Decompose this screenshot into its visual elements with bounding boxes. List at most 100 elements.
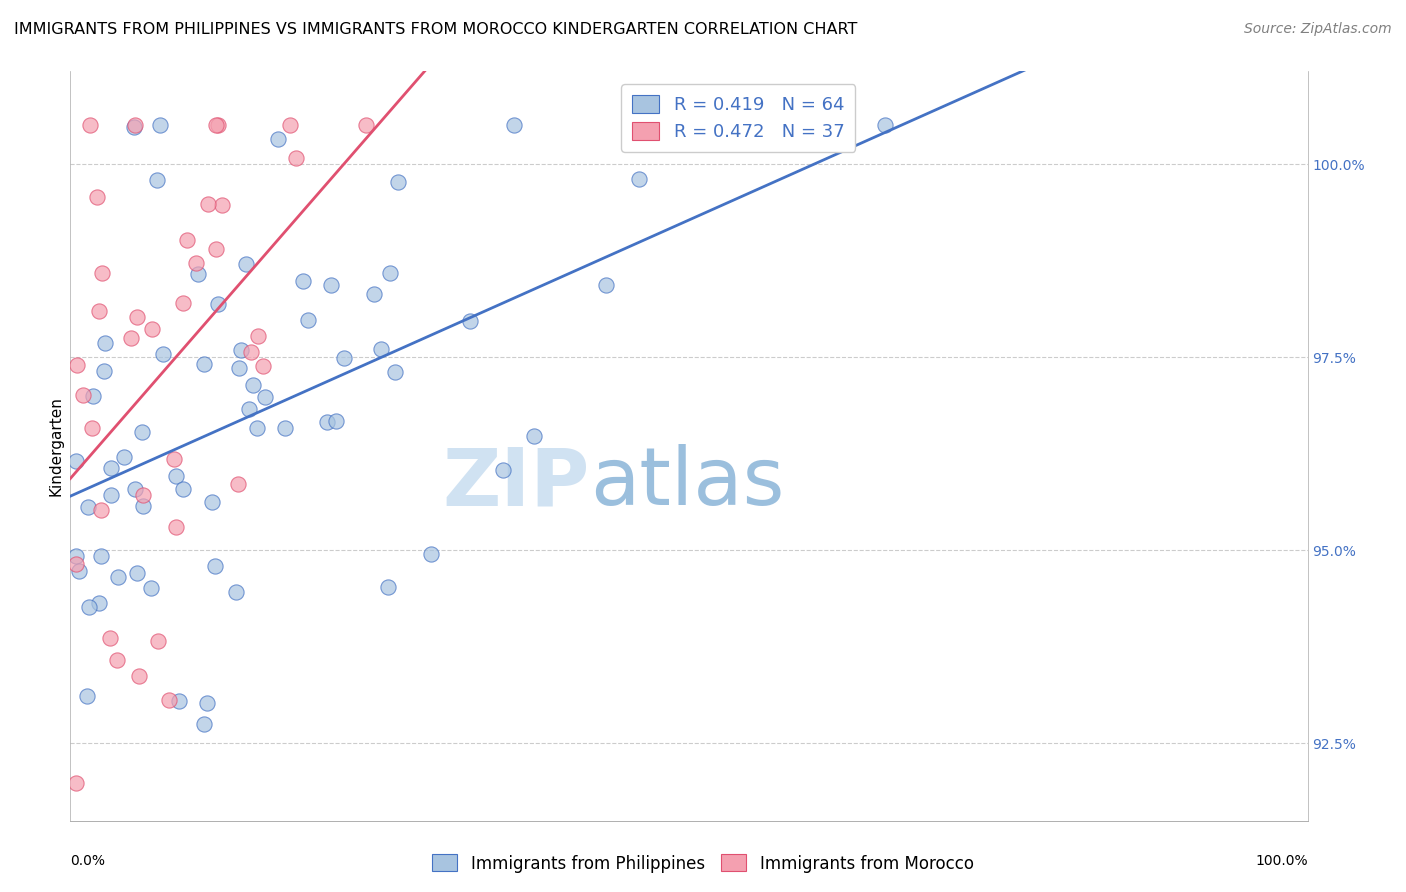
Point bbox=[76, 689, 98, 703]
Point bbox=[172, 482, 194, 496]
Point bbox=[225, 584, 247, 599]
Point bbox=[107, 570, 129, 584]
Point bbox=[205, 242, 228, 256]
Point bbox=[132, 499, 155, 513]
Point bbox=[146, 173, 169, 187]
Point bbox=[252, 359, 274, 374]
Point bbox=[207, 297, 229, 311]
Point bbox=[172, 295, 194, 310]
Point bbox=[66, 358, 89, 372]
Point bbox=[207, 119, 229, 133]
Point bbox=[195, 696, 218, 710]
Point bbox=[139, 582, 162, 596]
Point bbox=[82, 389, 104, 403]
Point bbox=[149, 119, 172, 133]
Text: Source: ZipAtlas.com: Source: ZipAtlas.com bbox=[1244, 22, 1392, 37]
Point bbox=[187, 267, 209, 281]
Point bbox=[193, 717, 215, 731]
Point bbox=[112, 450, 135, 464]
Point bbox=[90, 503, 112, 517]
Legend: R = 0.419   N = 64, R = 0.472   N = 37: R = 0.419 N = 64, R = 0.472 N = 37 bbox=[621, 84, 855, 152]
Point bbox=[125, 566, 148, 581]
Text: atlas: atlas bbox=[591, 444, 785, 523]
Point bbox=[875, 119, 897, 133]
Point bbox=[197, 197, 219, 211]
Point bbox=[211, 198, 233, 212]
Point bbox=[86, 190, 108, 204]
Point bbox=[72, 388, 94, 402]
Point bbox=[121, 331, 143, 345]
Point bbox=[315, 415, 337, 429]
Point bbox=[387, 175, 409, 189]
Point bbox=[458, 314, 481, 328]
Point bbox=[65, 558, 87, 572]
Point bbox=[226, 476, 249, 491]
Point bbox=[157, 693, 180, 707]
Point bbox=[193, 357, 215, 371]
Point bbox=[146, 633, 169, 648]
Point bbox=[98, 631, 121, 645]
Point bbox=[246, 420, 269, 434]
Point bbox=[127, 310, 149, 324]
Point bbox=[65, 454, 87, 468]
Point bbox=[628, 171, 651, 186]
Point bbox=[67, 564, 90, 578]
Point bbox=[242, 378, 264, 392]
Point bbox=[228, 361, 250, 376]
Point bbox=[503, 119, 526, 133]
Point bbox=[523, 429, 546, 443]
Text: IMMIGRANTS FROM PHILIPPINES VS IMMIGRANTS FROM MOROCCO KINDERGARTEN CORRELATION : IMMIGRANTS FROM PHILIPPINES VS IMMIGRANT… bbox=[14, 22, 858, 37]
Point bbox=[93, 335, 115, 350]
Point bbox=[291, 274, 314, 288]
Point bbox=[274, 421, 297, 435]
Point bbox=[247, 328, 270, 343]
Point bbox=[492, 463, 515, 477]
Point bbox=[165, 468, 187, 483]
Point bbox=[370, 343, 392, 357]
Legend: Immigrants from Philippines, Immigrants from Morocco: Immigrants from Philippines, Immigrants … bbox=[426, 847, 980, 880]
Point bbox=[131, 488, 153, 502]
Point bbox=[204, 558, 226, 573]
Point bbox=[77, 500, 100, 514]
Point bbox=[87, 596, 110, 610]
Text: ZIP: ZIP bbox=[443, 444, 591, 523]
Text: 100.0%: 100.0% bbox=[1256, 855, 1308, 868]
Point bbox=[152, 347, 174, 361]
Point bbox=[90, 266, 112, 280]
Point bbox=[238, 402, 260, 417]
Point bbox=[325, 414, 347, 428]
Point bbox=[100, 460, 122, 475]
Point bbox=[356, 119, 378, 133]
Point bbox=[184, 256, 207, 270]
Point bbox=[90, 549, 112, 563]
Point bbox=[141, 321, 163, 335]
Point bbox=[128, 668, 150, 682]
Point bbox=[205, 119, 228, 133]
Point bbox=[80, 420, 103, 434]
Y-axis label: Kindergarten: Kindergarten bbox=[48, 396, 63, 496]
Point bbox=[378, 266, 401, 280]
Point bbox=[131, 425, 153, 439]
Point bbox=[124, 483, 146, 497]
Point bbox=[124, 119, 146, 133]
Point bbox=[89, 303, 111, 318]
Point bbox=[124, 120, 146, 134]
Point bbox=[420, 547, 443, 561]
Point bbox=[201, 495, 224, 509]
Point bbox=[166, 520, 188, 534]
Point bbox=[163, 451, 186, 466]
Point bbox=[100, 488, 122, 502]
Point bbox=[235, 257, 257, 271]
Text: 0.0%: 0.0% bbox=[70, 855, 105, 868]
Point bbox=[384, 365, 406, 379]
Point bbox=[167, 694, 190, 708]
Point bbox=[93, 364, 115, 378]
Point bbox=[319, 277, 342, 292]
Point bbox=[65, 549, 87, 563]
Point bbox=[229, 343, 252, 358]
Point bbox=[363, 286, 385, 301]
Point bbox=[285, 152, 308, 166]
Point bbox=[267, 132, 290, 146]
Point bbox=[107, 653, 129, 667]
Point bbox=[278, 119, 301, 133]
